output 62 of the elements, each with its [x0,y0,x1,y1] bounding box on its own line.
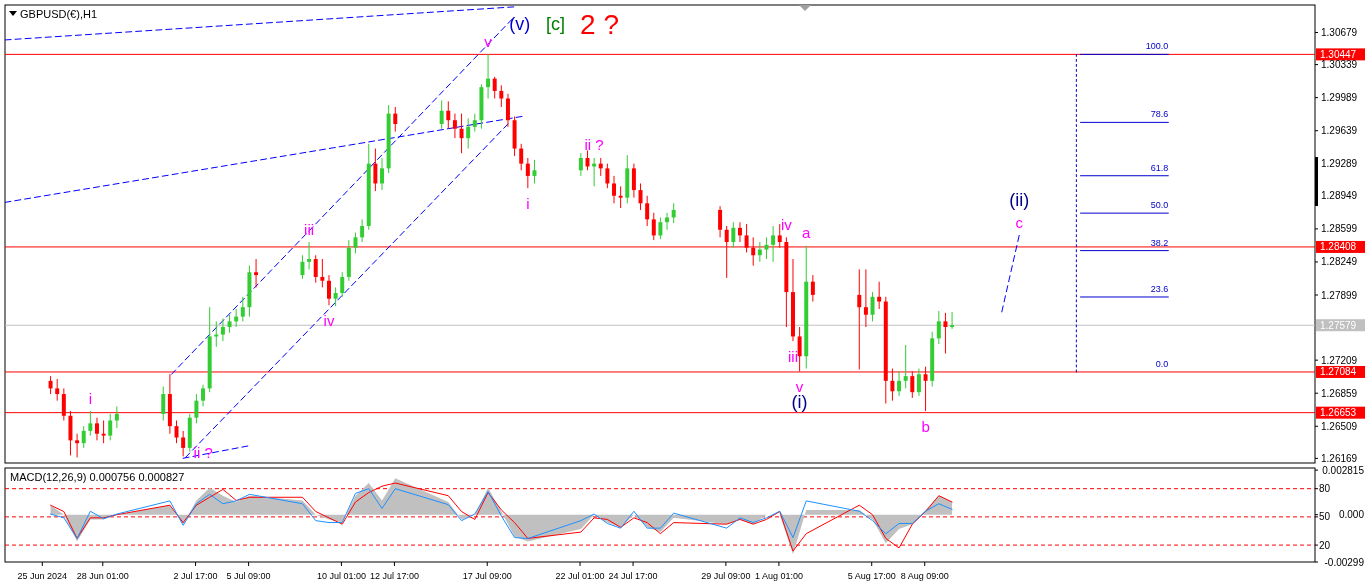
ref-line-label: 1.27084 [1320,366,1357,378]
x-tick-label: 22 Jul 01:00 [555,571,605,581]
annotation: c [1015,213,1024,231]
x-tick-label: 10 Jul 01:00 [316,571,366,581]
y2-tick-label: 50 [1319,511,1331,523]
y-tick-label: 1.26169 [1321,452,1358,464]
annotation: (i) [791,392,808,413]
y-tick-label: 1.26509 [1321,420,1358,432]
x-tick-label: 8 Aug 09:00 [900,571,949,581]
ref-line-label: 1.30447 [1320,48,1357,60]
x-tick-label: 2 Jul 17:00 [173,571,218,581]
annotation: (v) [509,14,531,34]
annotation: 38.2 [1150,237,1169,248]
y-tick-label: 1.26859 [1321,387,1358,399]
x-tick-label: 5 Aug 17:00 [847,571,896,581]
annotation: a [802,224,812,242]
annotation: ii ? [584,136,604,154]
x-tick-label: 5 Jul 09:00 [226,571,271,581]
y-tick-label: -0.00299 [1324,556,1365,568]
y-tick-label: 1.28949 [1321,190,1358,202]
y-tick-label: 1.28249 [1321,256,1358,268]
annotation: 0.0 [1155,358,1169,369]
annotation: i [88,389,93,407]
annotation: 61.8 [1150,162,1169,173]
ref-line-label: 1.27579 [1320,319,1357,331]
y-tick-label: 1.29639 [1321,125,1358,137]
annotation: 2 ? [580,8,619,40]
x-tick-label: 12 Jul 17:00 [369,571,419,581]
annotation: i [526,194,530,212]
annotation: b [921,417,930,435]
annotation: iv [323,311,335,329]
annotation: iii [304,220,315,238]
y-tick-label: 1.29989 [1321,92,1358,104]
y2-tick-label: 80 [1319,483,1331,495]
annotation: 23.6 [1150,283,1169,294]
y-tick-label: 1.30679 [1321,26,1358,38]
annotation: 100.0 [1145,41,1169,52]
x-tick-label: 29 Jul 09:00 [701,571,751,581]
y2-tick-label: 20 [1319,539,1331,551]
annotation: 50.0 [1150,200,1169,211]
annotation: (ii) [1009,190,1030,211]
y-tick-label: 0.000 [1338,509,1365,521]
y-tick-label: 1.28599 [1321,223,1358,235]
x-tick-label: 17 Jul 09:00 [462,571,512,581]
y-tick-label: 1.30339 [1321,59,1358,71]
chart-title: MACD(12,26,9) 0.000756 0.000827 [10,471,185,483]
y-tick-label: 1.27899 [1321,289,1358,301]
y-tick-label: 1.27209 [1321,354,1358,366]
annotation: [c] [546,14,566,34]
annotation: iii [787,347,798,365]
x-tick-label: 28 Jun 01:00 [76,571,129,581]
y-tick-label: 1.29289 [1321,158,1358,170]
y-tick-label: 0.002815 [1322,464,1365,476]
annotation: 78.6 [1150,109,1169,120]
annotation: v [795,377,804,395]
x-tick-label: 24 Jul 17:00 [608,571,658,581]
chart-title: GBPUSD(€),H1 [20,8,98,20]
ref-line-label: 1.26653 [1320,407,1357,419]
ref-line-label: 1.28408 [1320,241,1357,253]
x-tick-label: 1 Aug 01:00 [754,571,803,581]
x-tick-label: 25 Jun 2024 [17,571,68,581]
annotation: iv [780,215,793,233]
